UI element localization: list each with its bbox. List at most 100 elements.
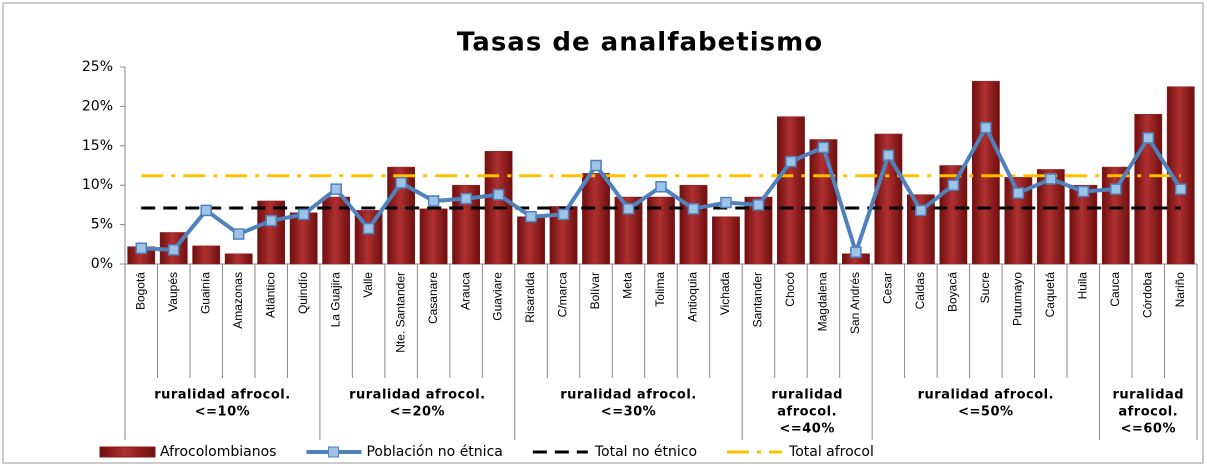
group-label: afrocol. [1118,405,1178,420]
line-marker [427,195,440,207]
x-tick-label: Chocó [783,272,797,307]
group-label: <=40% [779,422,834,437]
x-tick-label: Santander [751,272,765,327]
x-tick-label: Bogotá [133,272,147,310]
line-marker [557,208,570,221]
bar [809,139,838,265]
x-tick-label: Amazonas [231,272,245,329]
line-marker [915,204,927,217]
bar [1101,166,1130,265]
x-tick-label: La Guajira [328,272,342,328]
x-tick-label: Vaupés [166,272,180,312]
y-tick-label: 10% [82,177,113,193]
y-tick-label: 5% [91,217,113,233]
y-tick-label: 25% [82,59,113,75]
line-marker [1077,185,1090,198]
bar [971,80,1000,265]
line-marker [525,210,537,223]
bar [192,245,221,265]
bar [906,194,935,265]
line-marker [1142,132,1155,144]
x-tick-label: Cesar [881,272,895,304]
x-tick-label: Córdoba [1140,272,1154,318]
line-marker [362,222,375,235]
x-tick-label: Tolima [653,272,667,307]
x-tick-label: Guainía [198,272,212,314]
x-tick-label: Risaralda [523,272,537,323]
line-marker [265,214,277,227]
line-marker [687,203,700,215]
bar [777,116,805,265]
y-tick-label: 20% [82,98,113,114]
x-tick-label: Antioquia [686,272,700,322]
chart-title: Tasas de analfabetismo [457,28,823,58]
bar [1069,184,1098,265]
line-marker [330,183,342,195]
x-tick-label: Nariño [1173,272,1187,308]
group-label: <=60% [1121,422,1176,437]
bar [582,173,610,265]
line-marker [882,149,895,162]
x-tick-label: San Andrés [848,272,862,334]
group-label: ruralidad afrocol. [349,388,485,403]
x-tick-label: Guaviare [491,272,505,321]
x-tick-label: Atlántico [263,272,277,318]
legend-label: Total no étnico [594,444,697,460]
line-marker [1175,183,1187,195]
line-marker [720,196,732,209]
bar [517,216,545,265]
x-tick-label: Valle [361,272,375,298]
bar [289,212,318,265]
group-label: ruralidad [1112,388,1184,403]
line-marker [850,246,862,258]
group-label: <=10% [195,405,250,420]
bar [419,208,448,265]
y-tick-label: 15% [82,138,113,154]
x-tick-label: Sucre [978,272,992,304]
line-marker [1110,183,1122,195]
group-label: ruralidad afrocol. [918,388,1054,403]
bar [224,253,253,265]
x-tick-label: Vichada [718,272,732,315]
x-tick-label: Quindío [296,272,310,314]
group-label: <=30% [601,405,656,420]
x-tick-label: Cauca [1108,272,1122,307]
legend-label: Total afrocol [788,444,874,460]
line-marker [200,204,212,217]
group-label: <=20% [390,405,445,420]
legend-swatch [99,446,156,458]
legend-label: Afrocolombianos [160,444,276,460]
x-tick-label: Huila [1075,272,1089,300]
x-tick-label: Bolívar [588,272,602,309]
line-marker [167,244,180,256]
x-tick-label: Caldas [913,272,927,309]
y-tick-label: 0% [91,256,113,272]
line-marker [232,228,245,240]
line-marker [817,141,830,154]
line-marker [460,192,472,205]
bar [1036,169,1065,265]
x-tick-label: Boyacá [946,272,960,312]
x-tick-label: Putumayo [1011,272,1025,326]
line-marker [135,242,147,254]
line-marker [980,121,992,134]
line-marker [655,181,667,193]
group-label: ruralidad [771,388,843,403]
x-tick-label: Arauca [458,272,472,310]
group-label: <=50% [958,405,1013,420]
line-marker [590,159,602,172]
line-marker [1012,187,1025,199]
bar [712,216,740,265]
line-marker [752,199,765,211]
bar [679,184,708,265]
line-marker [1045,173,1057,185]
line-marker [395,177,407,189]
line-marker [297,208,310,221]
x-tick-label: C/marca [556,272,570,318]
x-tick-label: Caquetá [1043,272,1057,318]
legend-label: Población no étnica [366,444,502,460]
group-label: ruralidad afrocol. [154,388,290,403]
group-label: afrocol. [777,405,837,420]
line-marker [947,179,960,191]
